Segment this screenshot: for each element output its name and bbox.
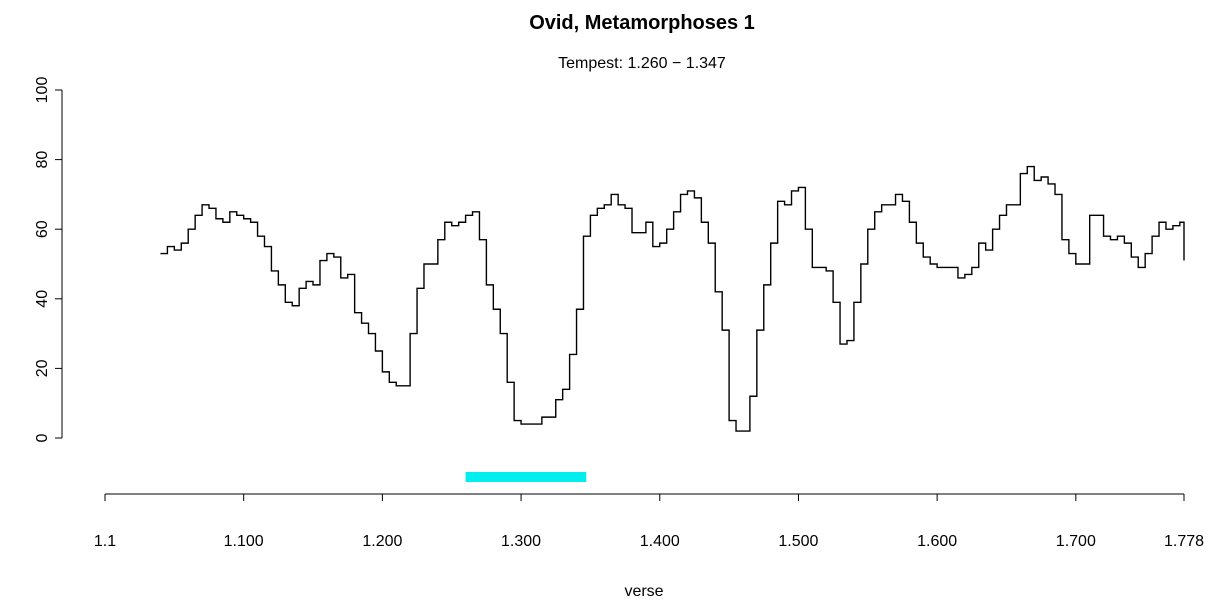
- y-tick-label: 100: [34, 77, 51, 104]
- y-tick-label: 40: [34, 290, 51, 308]
- chart-subtitle: Tempest: 1.260 − 1.347: [558, 55, 726, 72]
- y-tick-label: 60: [34, 220, 51, 238]
- x-tick-label: 1.400: [640, 533, 680, 550]
- x-axis-label: verse: [624, 583, 663, 600]
- y-tick-label: 20: [34, 359, 51, 377]
- y-axis: 0 20 40 60 80 100: [34, 77, 63, 442]
- chart-title: Ovid, Metamorphoses 1: [529, 12, 755, 34]
- y-tick-label: 0: [34, 433, 51, 442]
- x-tick-label: 1.100: [224, 533, 264, 550]
- x-tick-label: 1.500: [778, 533, 818, 550]
- highlight-bar: [465, 472, 587, 482]
- x-tick-label: 1.1: [94, 533, 116, 550]
- series-line: [160, 165, 1185, 432]
- x-axis: 1.1 1.100 1.200 1.300 1.400 1.500 1.600 1.700 1.…: [94, 493, 1204, 550]
- x-tick-label: 1.200: [362, 533, 402, 550]
- x-tick-label: 1.300: [501, 533, 541, 550]
- x-tick-label: 1.700: [1056, 533, 1096, 550]
- x-tick-label: 1.778: [1164, 533, 1204, 550]
- x-tick-label: 1.600: [917, 533, 957, 550]
- y-tick-label: 80: [34, 151, 51, 169]
